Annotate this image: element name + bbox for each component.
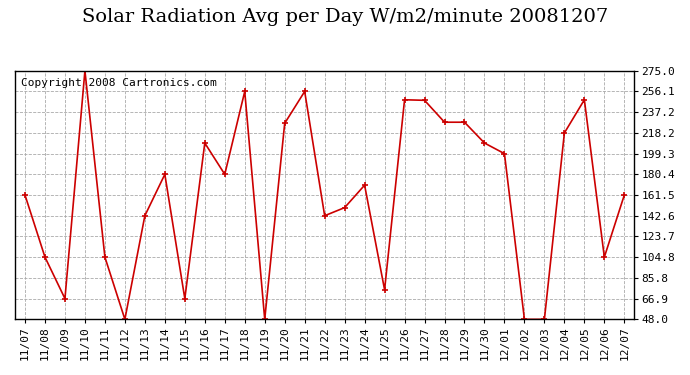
Text: Solar Radiation Avg per Day W/m2/minute 20081207: Solar Radiation Avg per Day W/m2/minute … (82, 8, 608, 26)
Text: Copyright 2008 Cartronics.com: Copyright 2008 Cartronics.com (21, 78, 217, 88)
